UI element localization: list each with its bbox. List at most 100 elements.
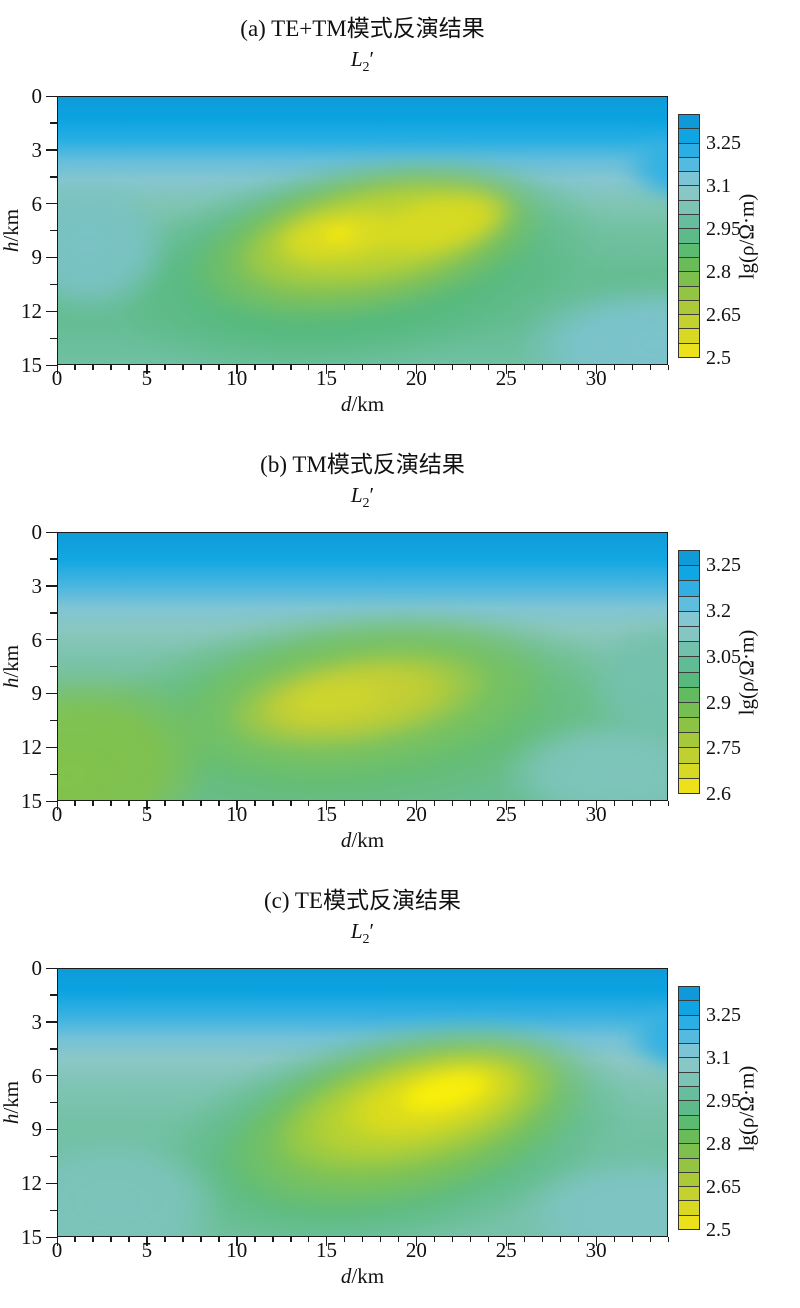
x-minor-tick [182,1237,184,1242]
subtitle-letter: L [350,919,363,943]
contour-plot [57,96,668,365]
x-minor-tick [344,1237,346,1242]
y-major-tick [46,800,57,802]
x-axis-unit: /km [351,828,385,852]
y-tick-label: 6 [31,627,43,652]
x-minor-tick [362,365,364,370]
x-major-tick [326,365,328,374]
colorbar-cell [679,1087,699,1102]
x-minor-tick [577,801,580,806]
x-major-tick [146,1237,148,1246]
x-minor-tick [541,801,544,806]
x-minor-tick [164,365,166,370]
colorbar-cell [679,272,699,287]
x-tick-label: 25 [495,1238,517,1262]
contour-blob [514,283,667,364]
colorbar-tick-label: 3.1 [706,1046,731,1069]
x-minor-tick [92,1237,94,1242]
y-minor-tick [50,1048,57,1050]
y-tick-label: 9 [31,1117,43,1142]
colorbar-cell [679,1001,699,1016]
y-tick-label: 12 [21,735,42,760]
colorbar-cell [679,1187,699,1202]
y-tick-label: 12 [21,1171,42,1196]
x-minor-tick [92,801,94,806]
colorbar-cell [679,1044,699,1059]
x-minor-tick [667,365,669,370]
plot-area-row: h/km 0 3 6 9 12 15 3.25 3.1 2.95 2.8 2.65 2.5 lg(ρ/Ω·… [0,84,800,377]
x-major-tick [505,1237,508,1246]
x-major-tick [415,365,418,374]
x-minor-tick [577,365,580,370]
contour-blob [58,668,215,800]
x-minor-tick [290,1237,292,1242]
colorbar-tick-label: 2.5 [706,1219,731,1241]
colorbar-cell [679,642,699,658]
x-tick-label: 25 [495,366,517,390]
x-minor-tick [451,801,454,806]
y-tick-label: 9 [31,681,43,706]
x-minor-tick [344,801,346,806]
y-major-tick [46,746,57,749]
x-minor-tick [433,801,436,806]
subtitle-letter: L [350,483,363,507]
x-axis-label: d/km [0,827,725,857]
y-minor-tick [50,337,57,339]
x-minor-tick [613,365,615,370]
contour-blob [58,1134,228,1236]
colorbar-cell [679,718,699,734]
contour-blob [360,190,513,258]
x-minor-tick [200,801,202,806]
colorbar-tick-label: 2.95 [706,1089,741,1112]
y-minor-tick [50,773,57,775]
colorbar-tick-label: 2.65 [706,1175,741,1198]
x-minor-tick [128,365,130,370]
panel-title: (a) TE+TM模式反演结果 [240,16,485,41]
colorbar-tick-label: 2.95 [706,217,741,240]
x-axis-unit: /km [351,392,385,416]
x-tick-label: 5 [141,802,153,826]
panel-title: (c) TE模式反演结果 [264,888,461,913]
x-minor-tick [200,365,202,370]
x-tick-labels-row: 0 5 10 15 20 25 30 [0,365,800,391]
colorbar-cell [679,172,699,187]
y-tick-label: 6 [31,1063,43,1088]
x-minor-tick [487,1237,490,1242]
contour-blob [621,1004,667,1073]
colorbar-axis-label: lg(ρ/Ω·m) [728,550,766,794]
x-major-tick [505,365,508,374]
x-major-tick [236,1237,238,1246]
colorbar-tick-label: 3.25 [706,131,741,154]
contour-blob [58,176,173,316]
x-minor-tick [164,1237,166,1242]
x-tick-label: 20 [405,1238,427,1262]
y-major-tick [46,585,57,587]
x-major-tick [326,801,328,810]
colorbar-axis-label-text: lg(ρ/Ω·m) [734,629,759,715]
panel-b: (b) TM模式反演结果 L2′ h/km 0 3 6 9 12 15 3.25 3.2 3.05 2.… [0,436,800,872]
x-major-tick [595,801,597,810]
x-minor-tick [308,801,310,806]
x-major-tick [236,801,238,810]
colorbar [678,986,700,1230]
colorbar-cell [679,243,699,258]
colorbar-axis-label: lg(ρ/Ω·m) [728,986,766,1230]
y-tick-label: 15 [21,789,42,813]
y-major-tick [46,531,57,533]
subtitle-prime: ′ [369,47,375,71]
x-major-tick [595,365,597,374]
panel-subtitle: L2′ [0,480,725,511]
x-tick-labels-row: 0 5 10 15 20 25 30 [0,1237,800,1263]
y-major-tick [46,692,57,695]
x-major-tick [326,1237,328,1246]
x-minor-tick [397,1237,400,1242]
x-minor-tick [218,1237,220,1242]
colorbar-cell [679,551,699,567]
y-major-tick [46,364,57,366]
colorbar-cell [679,315,699,330]
x-minor-tick [559,1237,562,1242]
colorbar-cell [679,229,699,244]
x-minor-tick [397,365,400,370]
subtitle-prime: ′ [369,483,375,507]
y-tick-label: 3 [31,137,43,162]
